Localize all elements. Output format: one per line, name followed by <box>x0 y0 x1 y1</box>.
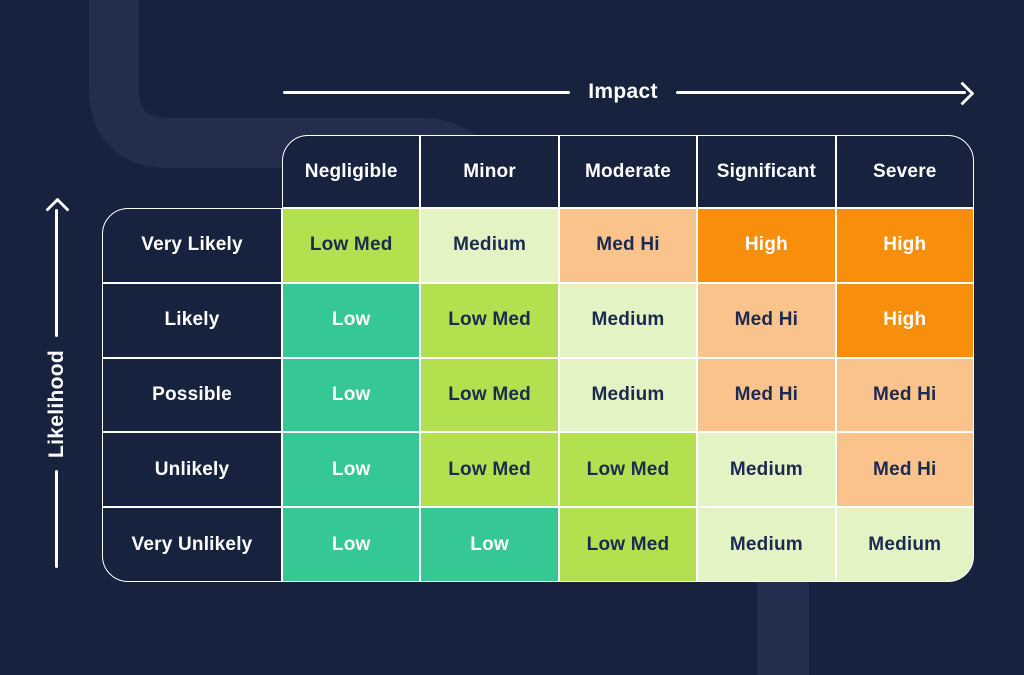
likelihood-label-cell: Very Likely <box>102 208 282 283</box>
impact-axis-line-right <box>676 91 966 94</box>
risk-cell: Low Med <box>420 357 559 433</box>
risk-cell: Low Med <box>558 432 698 508</box>
risk-cell: Low <box>420 507 559 582</box>
risk-cell: Low Med <box>420 282 559 358</box>
impact-header-cell: Severe <box>835 135 974 208</box>
risk-cell: Med Hi <box>558 208 698 283</box>
risk-cell: Med Hi <box>835 357 974 433</box>
background-band-decoration <box>757 565 809 675</box>
likelihood-label-cell: Possible <box>102 357 282 433</box>
risk-cell: Low <box>282 432 421 508</box>
risk-cell: Med Hi <box>697 282 836 358</box>
risk-matrix-table: Negligible Minor Moderate Significant Severe… <box>102 135 974 582</box>
impact-header-cell: Minor <box>420 135 559 208</box>
likelihood-label-cell: Unlikely <box>102 432 282 508</box>
risk-cell: Low <box>282 507 421 582</box>
risk-cell: High <box>835 208 974 283</box>
impact-header-cell: Significant <box>697 135 836 208</box>
impact-header-cell: Moderate <box>558 135 698 208</box>
impact-axis-line-left <box>283 91 570 94</box>
risk-cell: Low Med <box>282 208 421 283</box>
risk-cell: Low Med <box>420 432 559 508</box>
risk-cell: Medium <box>558 282 698 358</box>
arrow-right-icon <box>950 81 975 106</box>
likelihood-axis-line-bottom <box>55 470 58 568</box>
risk-cell: Medium <box>558 357 698 433</box>
likelihood-axis-label: Likelihood <box>45 350 68 458</box>
risk-cell: Med Hi <box>835 432 974 508</box>
risk-cell: Medium <box>835 507 974 582</box>
likelihood-axis-line-top <box>55 209 58 337</box>
risk-cell: Low Med <box>558 507 698 582</box>
risk-cell: High <box>697 208 836 283</box>
risk-cell: Medium <box>420 208 559 283</box>
risk-cell: Low <box>282 357 421 433</box>
corner-spacer <box>102 135 282 208</box>
risk-cell: Low <box>282 282 421 358</box>
impact-axis-label: Impact <box>588 80 658 103</box>
impact-header-cell: Negligible <box>282 135 421 208</box>
risk-cell: Medium <box>697 432 836 508</box>
risk-cell: Medium <box>697 507 836 582</box>
likelihood-label-cell: Likely <box>102 282 282 358</box>
risk-cell: Med Hi <box>697 357 836 433</box>
likelihood-label-cell: Very Unlikely <box>102 507 282 582</box>
risk-cell: High <box>835 282 974 358</box>
